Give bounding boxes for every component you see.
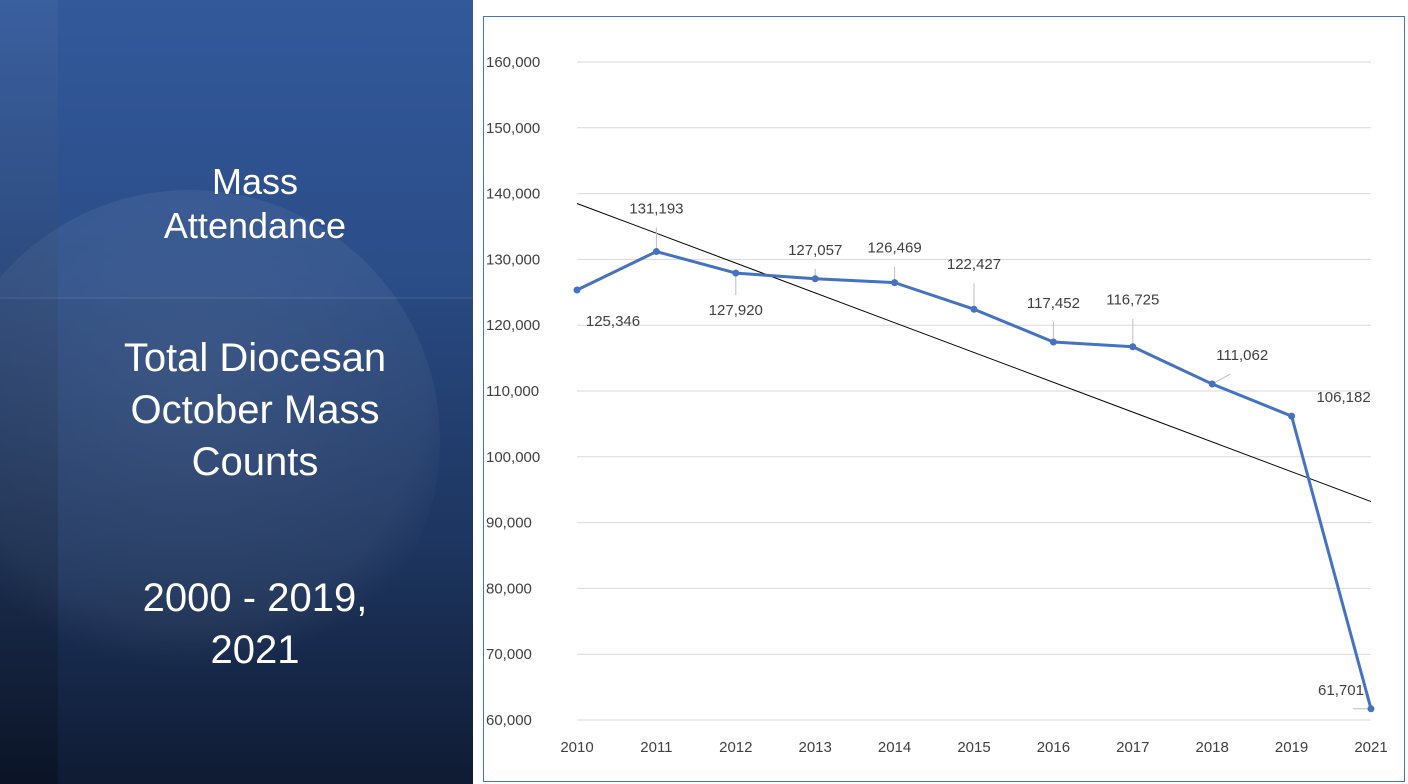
slide-subtitle: Total Diocesan October Mass Counts [40,332,470,488]
data-point [652,248,660,256]
data-label: 126,469 [867,240,921,257]
slide-title-line: Mass [211,161,298,202]
y-tick-label: 130,000 [486,251,540,268]
y-tick-label: 60,000 [486,712,532,729]
x-tick-label: 2011 [640,739,672,756]
data-point [1288,412,1296,420]
y-tick-label: 160,000 [486,54,540,71]
data-point [1049,338,1057,346]
slide-subtitle-line: Counts [191,440,319,484]
data-label: 131,193 [629,201,683,218]
x-tick-label: 2018 [1196,739,1229,756]
x-tick-label: 2016 [1037,739,1070,756]
y-tick-label: 100,000 [486,449,540,466]
data-point [1367,705,1375,713]
data-point [1129,343,1137,351]
y-tick-label: 80,000 [486,580,532,597]
slide-subtitle-line: October Mass [130,388,380,432]
decorative-strip [0,0,58,784]
title-panel: Mass Attendance Total Diocesan October M… [0,0,473,784]
slide-title-line: Attendance [163,205,347,246]
data-point [732,269,740,277]
data-label: 125,346 [586,313,640,330]
y-tick-label: 140,000 [486,186,540,203]
slide-subtitle-line: Total Diocesan [123,336,387,380]
x-tick-label: 2015 [957,739,990,756]
data-label: 111,062 [1216,347,1268,364]
data-label: 127,057 [788,242,842,259]
x-tick-label: 2017 [1116,739,1149,756]
data-point [811,275,819,283]
x-tick-label: 2010 [560,739,593,756]
series-line [576,250,1373,710]
data-label: 106,182 [1316,389,1370,406]
slide-title: Mass Attendance [40,160,470,248]
slide-years-line: 2000 - 2019, [142,576,368,620]
y-tick-label: 70,000 [486,646,532,663]
y-tick-label: 110,000 [486,383,539,400]
data-point [573,286,581,294]
data-label: 61,701 [1318,682,1364,699]
trendline [576,203,1372,503]
y-tick-label: 90,000 [486,515,532,532]
slide-years: 2000 - 2019, 2021 [40,572,470,676]
panel-band [0,0,473,297]
x-tick-label: 2021 [1354,739,1387,756]
y-tick-label: 120,000 [486,317,540,334]
x-tick-label: 2019 [1275,739,1308,756]
decorative-circle [0,190,440,690]
data-point [970,305,978,313]
data-label: 117,452 [1027,295,1080,312]
x-tick-label: 2012 [719,739,752,756]
x-tick-label: 2013 [799,739,832,756]
data-label: 127,920 [709,302,763,319]
data-point [1208,380,1216,388]
data-label: 116,725 [1106,292,1159,309]
x-tick-label: 2014 [878,739,911,756]
slide-years-line: 2021 [210,628,300,672]
data-label: 122,427 [947,256,1001,273]
y-tick-label: 150,000 [486,120,540,137]
data-point [891,279,899,287]
panel-divider [0,297,473,299]
